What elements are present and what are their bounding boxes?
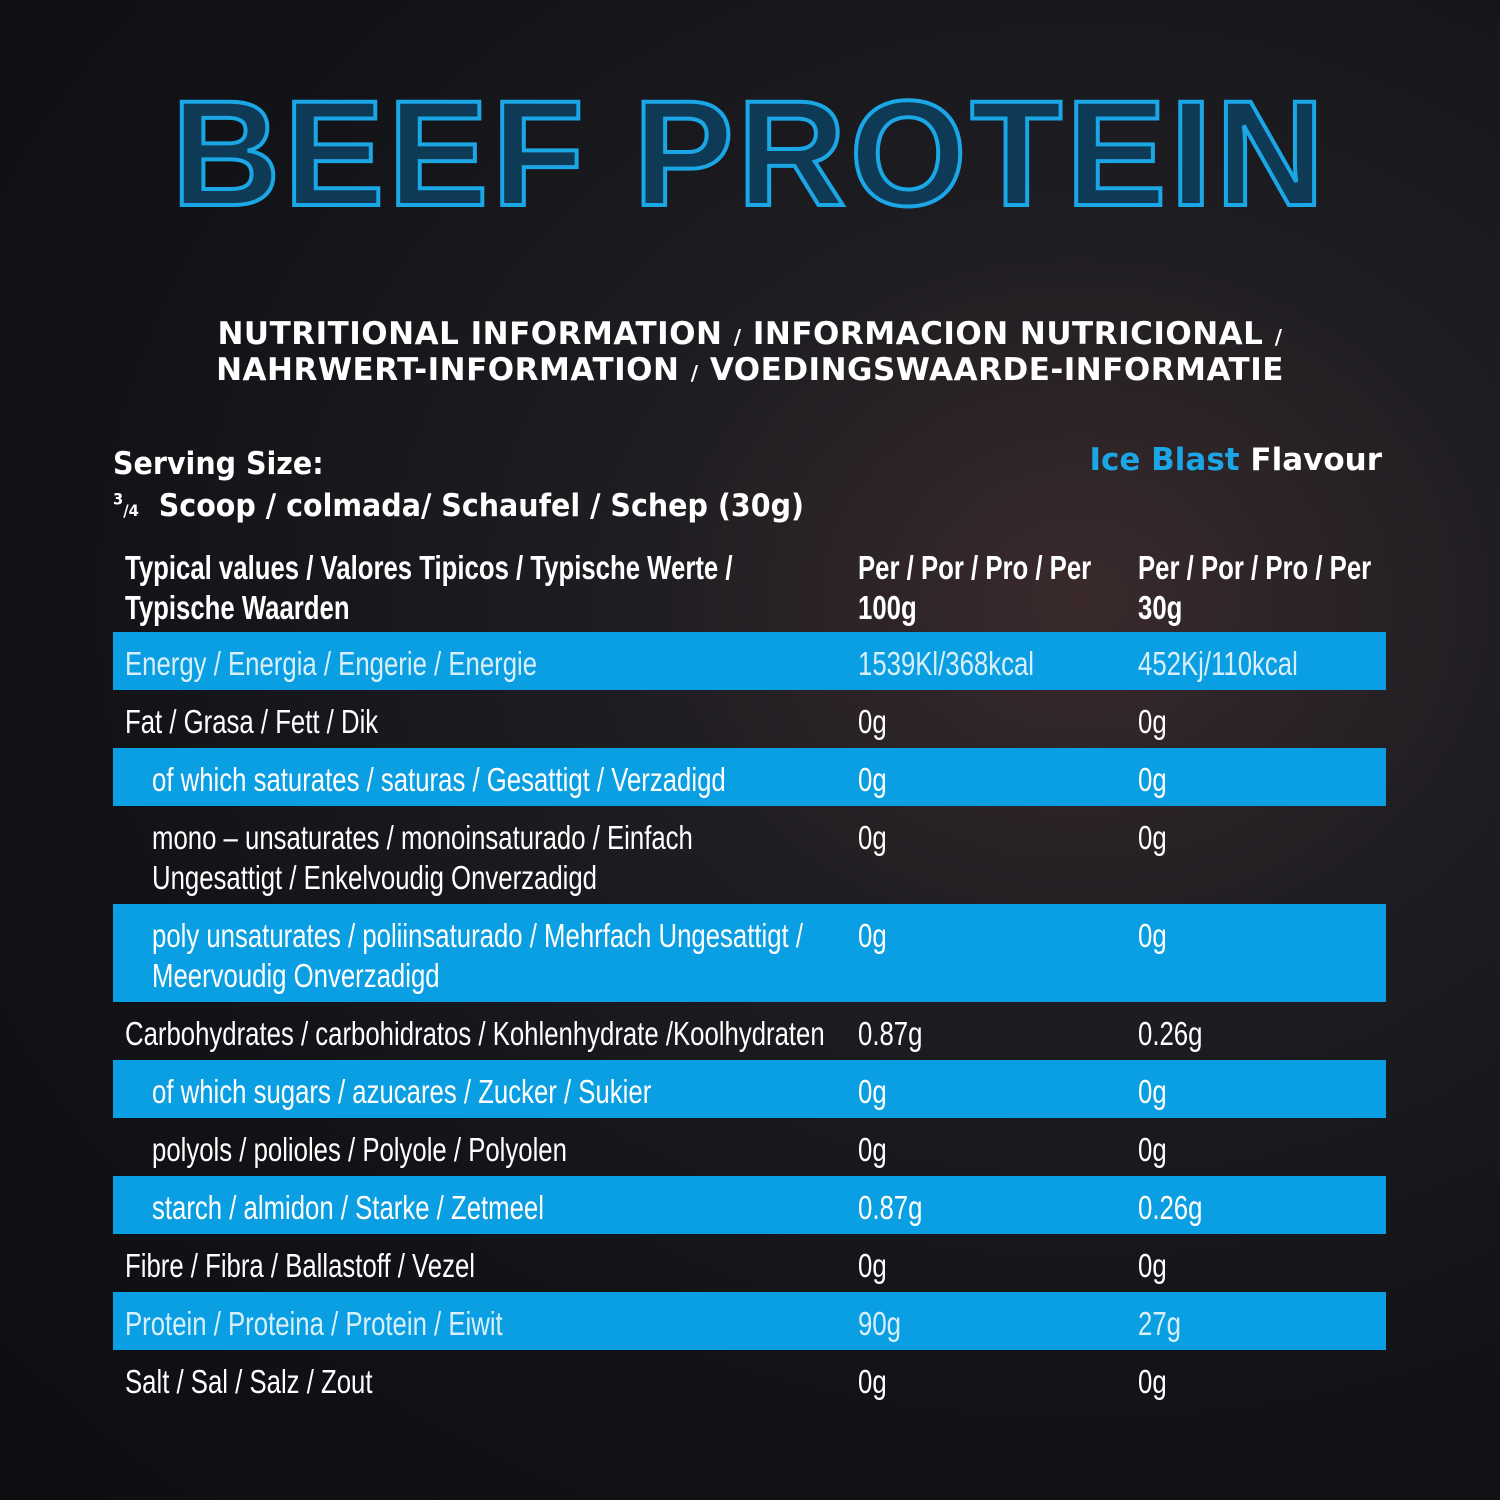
nutrient-label: Salt / Sal / Salz / Zout	[125, 1363, 373, 1400]
serving-size-label: Serving Size:	[113, 446, 324, 482]
header-per-100g: Per / Por / Pro / Per 100g	[858, 549, 1092, 626]
value-per-30g: 0g	[1138, 917, 1167, 954]
flavour-label: Ice Blast Flavour	[1089, 442, 1382, 478]
value-per-30g: 0g	[1138, 1131, 1167, 1168]
nutrient-label: of which sugars / azucares / Zucker / Su…	[152, 1073, 652, 1110]
product-title: BEEF PROTEIN	[170, 69, 1329, 237]
serving-size-value: 3/4 Scoop / colmada/ Schaufel / Schep (3…	[113, 488, 805, 524]
table-row: Carbohydrates / carbohidratos / Kohlenhy…	[113, 1002, 1386, 1060]
value-per-30g: 0g	[1138, 703, 1167, 740]
table-header: Typical values / Valores Tipicos / Typis…	[113, 548, 1386, 632]
flavour-suffix: Flavour	[1250, 442, 1382, 478]
value-per-30g: 0g	[1138, 1363, 1167, 1400]
value-per-100g: 0g	[858, 1131, 887, 1168]
value-per-30g: 0g	[1138, 1073, 1167, 1110]
separator: /	[1274, 325, 1283, 349]
table-row: poly unsaturates / poliinsaturado / Mehr…	[113, 904, 1386, 1002]
value-per-30g: 452Kj/110kcal	[1138, 645, 1298, 682]
table-row: of which sugars / azucares / Zucker / Su…	[113, 1060, 1386, 1118]
value-per-100g: 0.87g	[858, 1189, 923, 1226]
flavour-name: Ice Blast	[1089, 442, 1240, 478]
header-label: Typical values / Valores Tipicos / Typis…	[125, 549, 733, 626]
heading-en: NUTRITIONAL INFORMATION	[217, 316, 723, 352]
value-per-100g: 0g	[858, 703, 887, 740]
nutrition-table: Typical values / Valores Tipicos / Typis…	[113, 548, 1386, 1408]
value-per-30g: 0.26g	[1138, 1015, 1203, 1052]
nutrient-label: polyols / polioles / Polyole / Polyolen	[152, 1131, 567, 1168]
value-per-100g: 1539Kl/368kcal	[858, 645, 1035, 682]
table-row: mono – unsaturates / monoinsaturado / Ei…	[113, 806, 1386, 904]
value-per-30g: 0g	[1138, 761, 1167, 798]
nutrient-label: poly unsaturates / poliinsaturado / Mehr…	[152, 917, 804, 994]
value-per-100g: 90g	[858, 1305, 901, 1342]
nutrient-label: Energy / Energia / Engerie / Energie	[125, 645, 538, 682]
heading-es: INFORMACION NUTRICIONAL	[752, 316, 1264, 352]
value-per-100g: 0g	[858, 1247, 887, 1284]
value-per-30g: 27g	[1138, 1305, 1181, 1342]
nutrient-label: Fat / Grasa / Fett / Dik	[125, 703, 379, 740]
nutrition-heading: NUTRITIONAL INFORMATION / INFORMACION NU…	[0, 318, 1500, 390]
value-per-30g: 0g	[1138, 819, 1167, 856]
nutrient-label: of which saturates / saturas / Gesattigt…	[152, 761, 726, 798]
table-row: Protein / Proteina / Protein / Eiwit 90g 2…	[113, 1292, 1386, 1350]
fraction-denominator: 4	[128, 501, 139, 520]
header-per-30g: Per / Por / Pro / Per 30g	[1138, 549, 1372, 626]
separator: /	[690, 361, 699, 385]
table-row: polyols / polioles / Polyole / Polyolen 0…	[113, 1118, 1386, 1176]
table-row: Salt / Sal / Salz / Zout 0g 0g	[113, 1350, 1386, 1408]
value-per-100g: 0g	[858, 917, 887, 954]
value-per-100g: 0g	[858, 819, 887, 856]
heading-de: NAHRWERT-INFORMATION	[216, 352, 680, 388]
serving-text: Scoop / colmada/ Schaufel / Schep (30g)	[158, 488, 805, 524]
separator: /	[733, 325, 742, 349]
value-per-100g: 0g	[858, 761, 887, 798]
nutrient-label: mono – unsaturates / monoinsaturado / Ei…	[152, 819, 693, 896]
value-per-30g: 0g	[1138, 1247, 1167, 1284]
nutrient-label: starch / almidon / Starke / Zetmeel	[152, 1189, 544, 1226]
value-per-100g: 0.87g	[858, 1015, 923, 1052]
table-row: Fibre / Fibra / Ballastoff / Vezel 0g 0g	[113, 1234, 1386, 1292]
table-row: of which saturates / saturas / Gesattigt…	[113, 748, 1386, 806]
value-per-30g: 0.26g	[1138, 1189, 1203, 1226]
table-row: Energy / Energia / Engerie / Energie 1539…	[113, 632, 1386, 690]
value-per-100g: 0g	[858, 1363, 887, 1400]
nutrient-label: Protein / Proteina / Protein / Eiwit	[125, 1305, 503, 1342]
table-row: Fat / Grasa / Fett / Dik 0g 0g	[113, 690, 1386, 748]
fraction-numerator: 3	[113, 489, 124, 509]
heading-nl: VOEDINGSWAARDE-INFORMATIE	[709, 352, 1284, 388]
table-row: starch / almidon / Starke / Zetmeel 0.87g…	[113, 1176, 1386, 1234]
value-per-100g: 0g	[858, 1073, 887, 1110]
nutrient-label: Carbohydrates / carbohidratos / Kohlenhy…	[125, 1015, 825, 1052]
nutrient-label: Fibre / Fibra / Ballastoff / Vezel	[125, 1247, 476, 1284]
